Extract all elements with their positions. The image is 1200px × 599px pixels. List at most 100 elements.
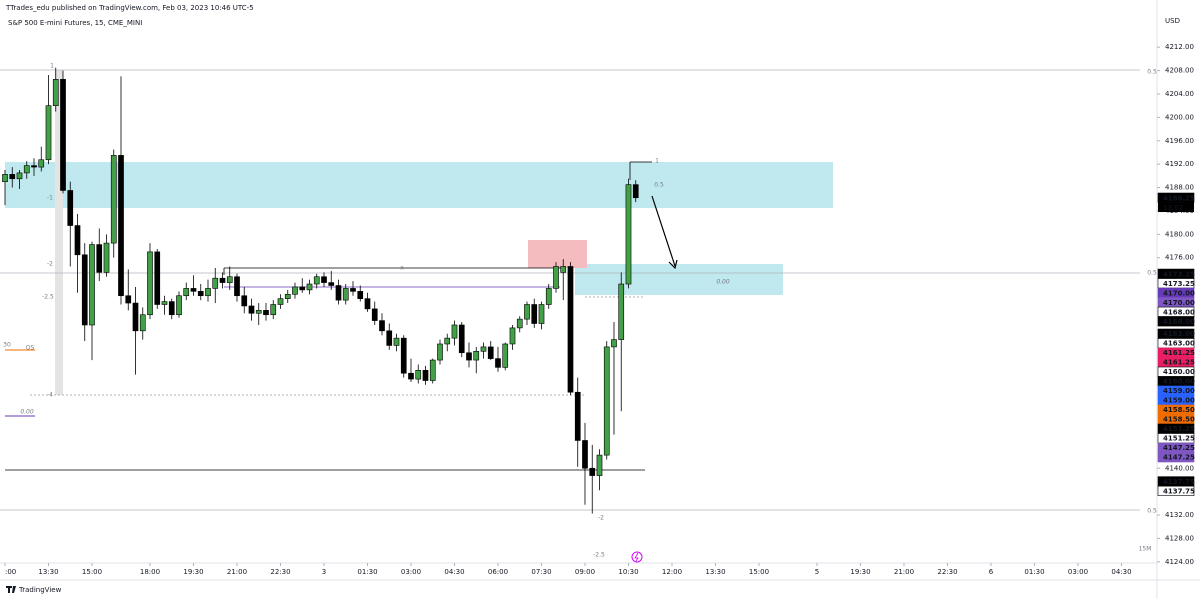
candle-body — [248, 305, 255, 314]
candle-body — [110, 155, 117, 244]
annotation: -4 — [47, 392, 53, 399]
y-tick-label: 4180.00 — [1165, 230, 1194, 238]
price-badge-label: 4170.00 — [1163, 289, 1195, 297]
candle-body — [284, 293, 291, 299]
price-badge-label: 4151.25 — [1163, 435, 1195, 443]
candle-body — [197, 291, 204, 297]
price-badge — [1157, 485, 1195, 496]
candle-body — [328, 282, 335, 286]
candle-body — [139, 314, 146, 332]
candle-body — [437, 343, 443, 361]
y-tick-label: 4128.00 — [1165, 534, 1194, 542]
event-icon — [634, 552, 639, 562]
candle-body — [429, 359, 436, 381]
candle-body — [444, 337, 451, 345]
price-badge-label: 4163.00 — [1163, 340, 1195, 348]
y-tick-label: 4188.00 — [1165, 184, 1194, 192]
x-tick-label: 18:00 — [140, 568, 160, 576]
x-tick-label: 04:30 — [444, 568, 464, 576]
candle-body — [589, 467, 596, 476]
candle-body — [277, 298, 284, 305]
candle-body — [466, 352, 472, 361]
x-tick-label: 06:00 — [488, 568, 508, 576]
candle-body — [31, 165, 37, 168]
x-tick-label: 19:30 — [850, 568, 870, 576]
publisher: TTrades_edu published on TradingView.com… — [5, 4, 254, 12]
candle-body — [379, 320, 385, 332]
candle-body — [67, 190, 74, 226]
annotation: x — [400, 265, 404, 272]
x-tick-label: 6 — [989, 568, 994, 576]
candle-body — [118, 155, 124, 297]
candle-body — [422, 369, 429, 381]
price-badge-label: 4173.25 — [1163, 270, 1195, 278]
candle-body — [357, 291, 364, 299]
candle-body — [74, 225, 81, 256]
y-tick-label: 4192.00 — [1165, 160, 1194, 168]
x-tick-label: 01:30 — [357, 568, 377, 576]
annotation: 15M — [1139, 546, 1152, 553]
price-badge-label: 4173.25 — [1163, 280, 1195, 288]
price-badge-label: 4159.00 — [1163, 397, 1195, 405]
candle-body — [350, 288, 356, 292]
x-tick-label: 21:00 — [894, 568, 914, 576]
y-tick-label: 4196.00 — [1165, 137, 1194, 145]
candle-body — [241, 295, 248, 307]
candle-body — [545, 288, 552, 305]
price-badge-label: 4151.25 — [1163, 425, 1195, 433]
annotation: -2 — [598, 515, 604, 522]
candle-body — [538, 304, 545, 324]
candle-body — [103, 242, 110, 273]
candle-body — [364, 298, 371, 310]
x-tick-label: 15:00 — [749, 568, 769, 576]
price-badge-label: 4163.00 — [1163, 330, 1195, 338]
candle-body — [125, 295, 132, 304]
candle-body — [52, 79, 59, 106]
candle-body — [2, 174, 8, 182]
x-tick-label: 07:30 — [531, 568, 551, 576]
x-tick-label: 03:00 — [401, 568, 421, 576]
candle-body — [480, 346, 487, 352]
candle-body — [147, 251, 153, 316]
candle-body — [321, 276, 327, 283]
price-badge — [1157, 316, 1195, 327]
candle-body — [596, 454, 603, 476]
candle-body — [487, 346, 494, 359]
annotation: 1 — [50, 63, 54, 70]
annotation: -1 — [47, 195, 53, 202]
annotation: 0.00 — [716, 279, 730, 286]
price-badge-label: 4137.75 — [1163, 478, 1195, 486]
candle-body — [183, 288, 190, 297]
x-tick-label: 04:30 — [1111, 568, 1131, 576]
y-tick-label: 4212.00 — [1165, 43, 1194, 51]
fib-bar — [55, 70, 63, 395]
annotation: -2.5 — [42, 294, 54, 301]
annotation: 0.5 — [1147, 69, 1157, 76]
candle-body — [611, 339, 617, 348]
candle-body — [205, 288, 211, 297]
candle-body — [313, 276, 320, 285]
price-badge-label: 4161.25 — [1163, 359, 1195, 367]
candle-body — [582, 440, 588, 469]
candle-body — [408, 372, 414, 380]
candle-body — [524, 304, 530, 320]
annotation: -2.5 — [593, 552, 605, 559]
candle-body — [473, 350, 480, 361]
y-tick-label: 4204.00 — [1165, 90, 1194, 98]
candle-body — [415, 369, 422, 380]
x-tick-label: 22:30 — [937, 568, 957, 576]
candle-body — [553, 266, 559, 289]
candle-body — [400, 337, 407, 374]
annotation: 0.5 — [1147, 270, 1157, 277]
x-tick-label: 01:30 — [1024, 568, 1044, 576]
annotation: 0.5 — [654, 182, 664, 189]
candle-body — [292, 286, 298, 295]
x-tick-label: 12:00 — [662, 568, 682, 576]
zone — [575, 264, 783, 295]
candle-body — [451, 324, 458, 339]
plot — [2, 67, 639, 514]
price-badge-label: 4168.00 — [1163, 308, 1195, 316]
event-icon — [631, 551, 643, 563]
